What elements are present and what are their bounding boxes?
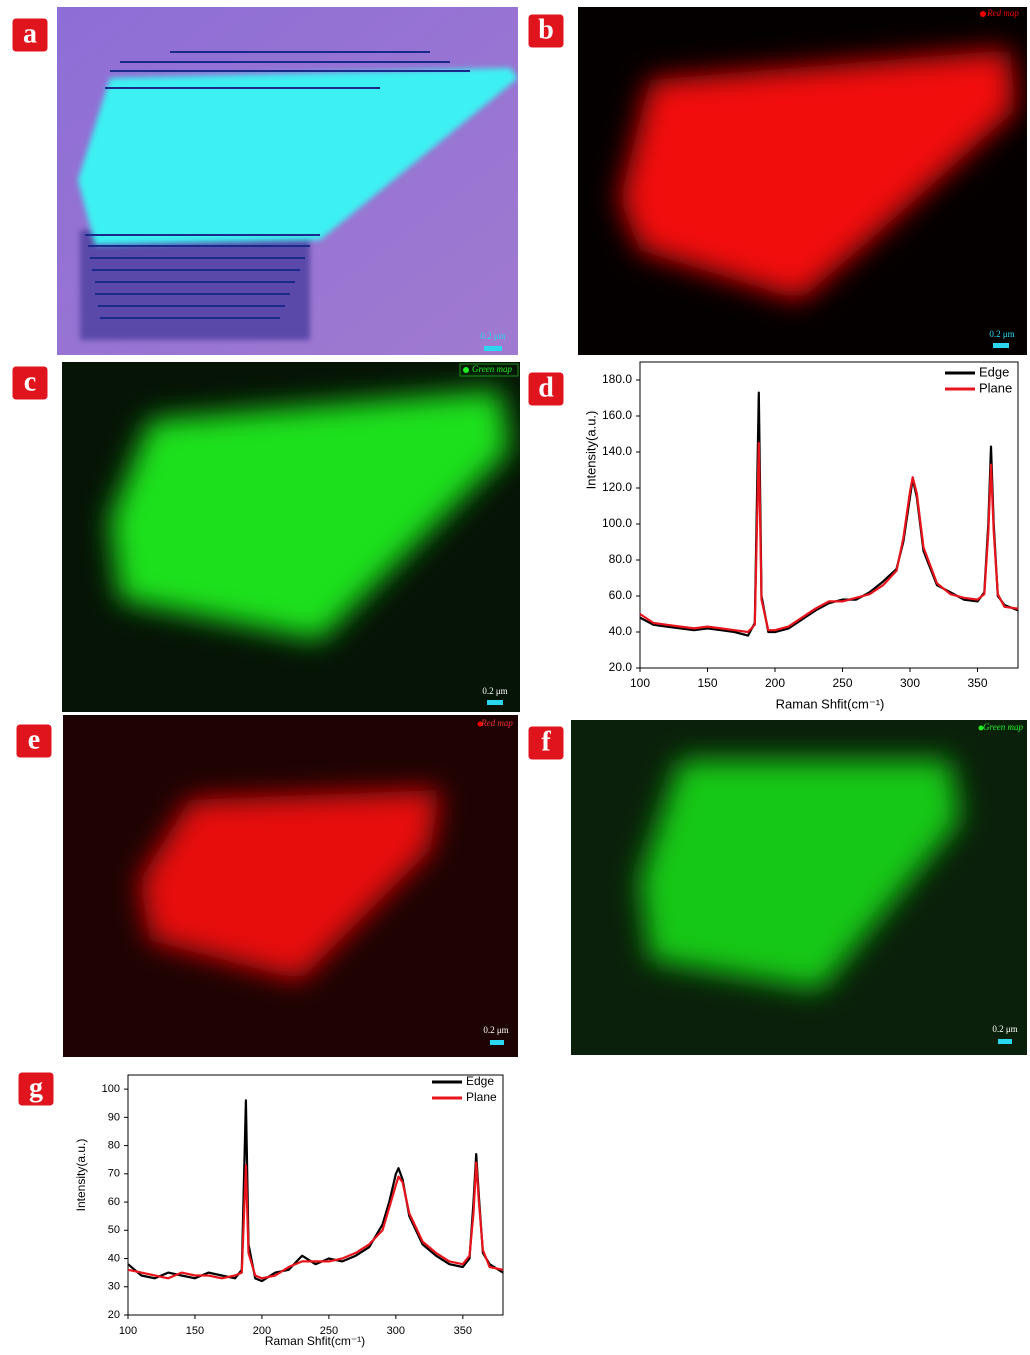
scale-label: 0.2 μm [480, 331, 505, 341]
legend-label: Plane [466, 1090, 497, 1104]
panel-label-box [527, 725, 565, 761]
scale-label: 0.2 μm [483, 1025, 508, 1035]
map-legend: Red map [986, 8, 1019, 18]
panel-label: g [29, 1072, 43, 1103]
x-tick-label: 250 [832, 676, 852, 690]
y-tick-label: 20 [108, 1309, 120, 1321]
plot-frame [639, 361, 1019, 669]
y-tick-label: 40 [108, 1252, 120, 1264]
y-tick-label: 100.0 [602, 516, 632, 530]
x-tick-label: 200 [253, 1325, 271, 1337]
image-f [571, 720, 1027, 1055]
x-tick-label: 150 [697, 676, 717, 690]
x-tick-label: 250 [320, 1325, 338, 1337]
map-legend: Green map [472, 364, 512, 374]
y-tick-label: 60 [108, 1196, 120, 1208]
y-tick-label: 50 [108, 1224, 120, 1236]
image-b [578, 7, 1027, 355]
image-c [62, 362, 520, 712]
panel-label-box [527, 371, 565, 407]
y-tick-label: 40.0 [609, 624, 633, 638]
y-axis-title: Intensity(a.u.) [583, 411, 598, 490]
legend-label: Edge [979, 364, 1009, 379]
x-tick-label: 100 [119, 1325, 137, 1337]
panel-label-box [15, 723, 53, 759]
panel-label: f [541, 726, 551, 757]
scale-label: 0.2 μm [989, 329, 1014, 339]
panel-label: c [24, 366, 36, 397]
y-tick-label: 100 [102, 1083, 120, 1095]
x-tick-label: 200 [765, 676, 785, 690]
panel-label-box [11, 17, 49, 53]
scale-label: 0.2 μm [992, 1024, 1017, 1034]
x-tick-label: 350 [967, 676, 987, 690]
image-e [63, 715, 518, 1057]
y-tick-label: 20.0 [609, 660, 633, 674]
y-tick-label: 80.0 [609, 552, 633, 566]
series-line [639, 441, 1019, 634]
y-tick-label: 140.0 [602, 444, 632, 458]
legend-label: Plane [979, 380, 1012, 395]
panel-label: a [23, 18, 37, 49]
panel-label-box [11, 365, 49, 401]
x-tick-label: 100 [630, 676, 650, 690]
y-tick-label: 70 [108, 1168, 120, 1180]
y-tick-label: 160.0 [602, 408, 632, 422]
y-tick-label: 180.0 [602, 372, 632, 386]
y-tick-label: 30 [108, 1281, 120, 1293]
x-axis-title: Raman Shfit(cm⁻¹) [776, 696, 885, 711]
y-tick-label: 90 [108, 1111, 120, 1123]
legend-label: Edge [466, 1074, 494, 1088]
y-axis-title: Intensity(a.u.) [74, 1139, 88, 1212]
x-tick-label: 300 [900, 676, 920, 690]
x-tick-label: 350 [454, 1325, 472, 1337]
panel-label: e [28, 724, 40, 755]
panel-label-box [17, 1071, 55, 1107]
y-tick-label: 80 [108, 1139, 120, 1151]
x-tick-label: 300 [387, 1325, 405, 1337]
x-axis-title: Raman Shfit(cm⁻¹) [265, 1334, 365, 1348]
panel-label: d [538, 372, 554, 403]
panel-label-box [527, 13, 565, 49]
y-tick-label: 120.0 [602, 480, 632, 494]
x-tick-label: 150 [186, 1325, 204, 1337]
plot-frame [127, 1074, 504, 1316]
y-tick-label: 60.0 [609, 588, 633, 602]
series-line [127, 1099, 504, 1283]
map-legend: Green map [983, 722, 1023, 732]
panel-label: b [538, 14, 554, 45]
series-line [127, 1161, 504, 1280]
map-legend: Red map [480, 718, 513, 728]
scale-label: 0.2 μm [482, 686, 507, 696]
image-a [57, 7, 518, 355]
